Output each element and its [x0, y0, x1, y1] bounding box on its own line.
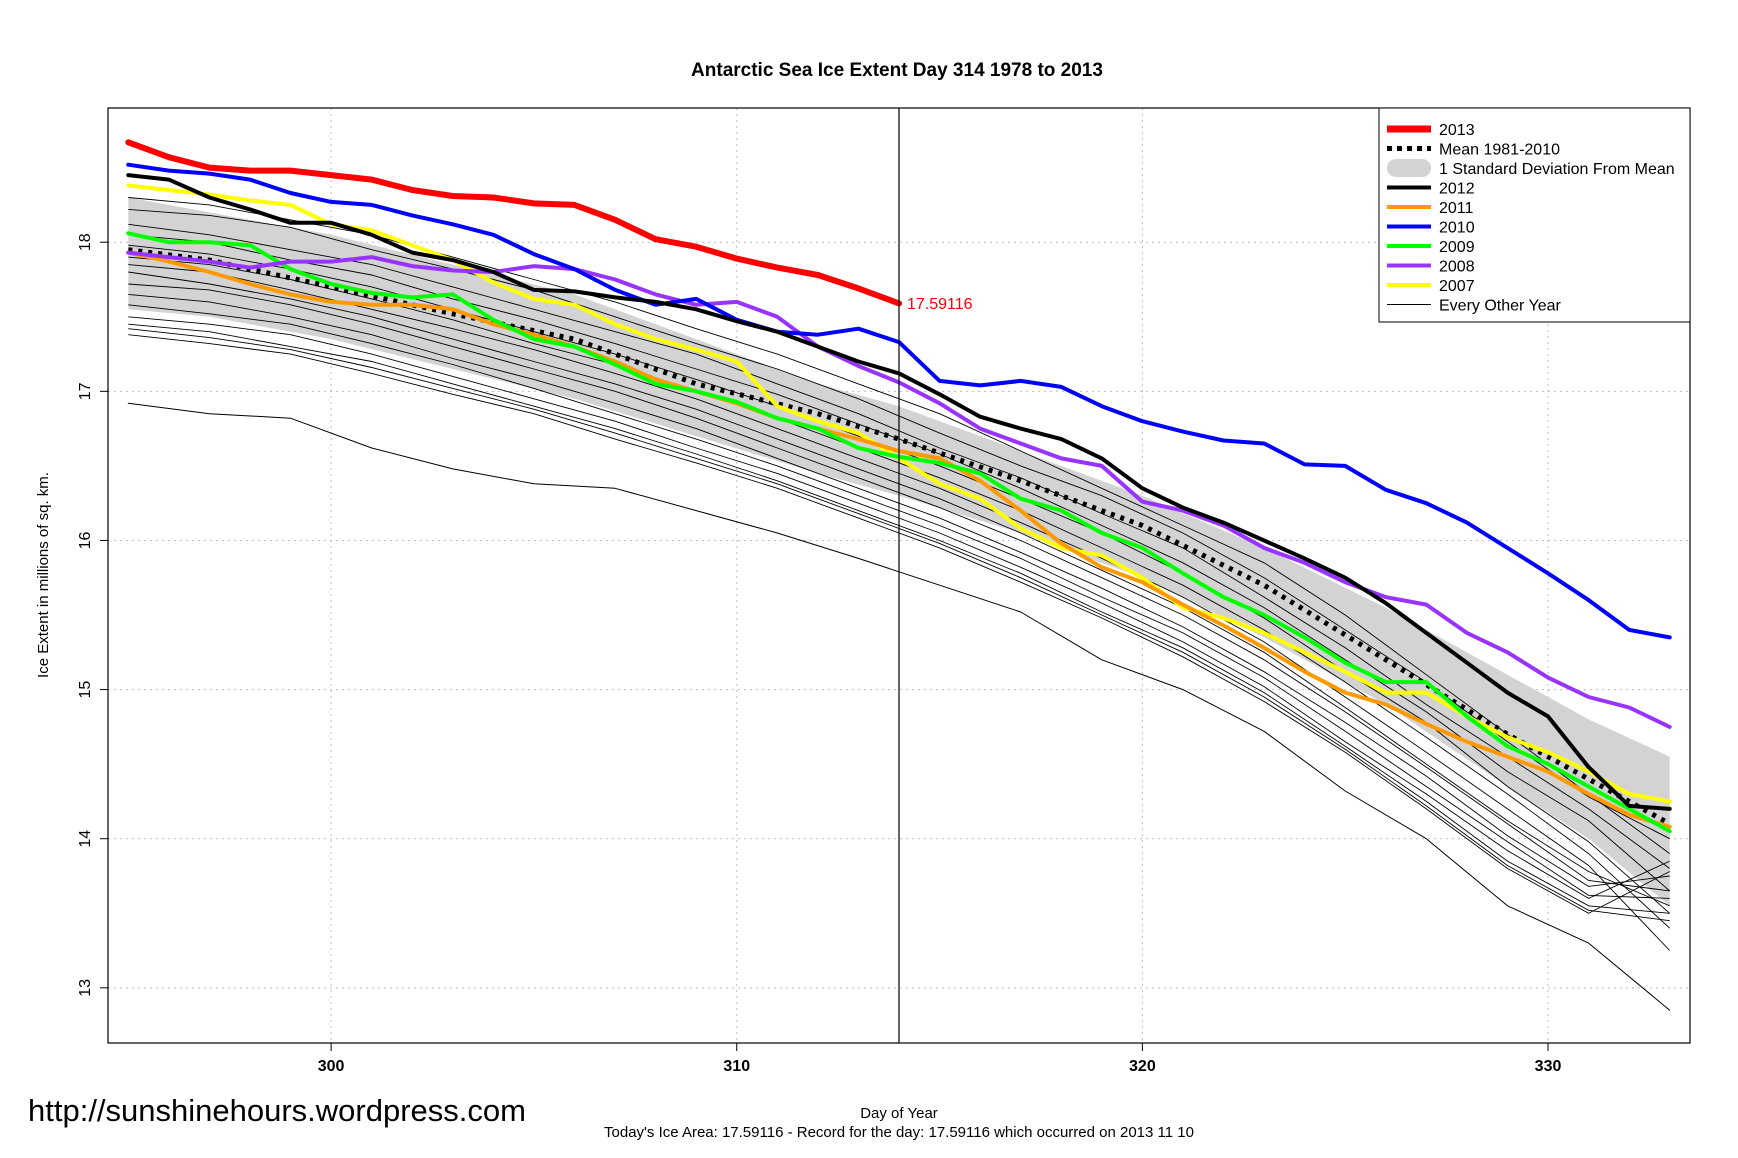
y-tick-label: 15	[77, 681, 94, 699]
legend-label: 2011	[1439, 200, 1474, 217]
x-axis-label: Day of Year	[860, 1105, 938, 1122]
footer-record-text: Today's Ice Area: 17.59116 - Record for …	[604, 1124, 1194, 1141]
x-tick-label: 320	[1129, 1058, 1156, 1075]
watermark-url: http://sunshinehours.wordpress.com	[28, 1093, 526, 1128]
legend-label: 2013	[1439, 122, 1475, 139]
plot-frame	[107, 107, 1691, 1044]
legend-label: 2010	[1439, 220, 1475, 237]
legend-label: 1 Standard Deviation From Mean	[1439, 161, 1675, 178]
y-tick-label: 14	[77, 830, 94, 848]
chart-title: Antarctic Sea Ice Extent Day 314 1978 to…	[691, 60, 1103, 81]
series-line-2013	[125, 139, 902, 307]
endpoint-value-label: 17.59116	[907, 296, 973, 313]
legend-label: 2008	[1439, 259, 1475, 276]
legend: 2013 Mean 1981-2010 1 Standard Deviation F…	[1378, 107, 1691, 323]
x-tick-label: 310	[723, 1058, 750, 1075]
y-axis-ticks: 13 14 15 16 17 18	[77, 233, 108, 997]
x-tick-label: 300	[318, 1058, 345, 1075]
y-tick-label: 13	[77, 979, 94, 997]
legend-label: 2007	[1439, 278, 1475, 295]
y-tick-label: 17	[77, 382, 94, 400]
legend-swatch	[1387, 159, 1431, 177]
legend-label: Mean 1981-2010	[1439, 142, 1560, 159]
y-tick-label: 18	[77, 233, 94, 251]
legend-label: Every Other Year	[1439, 298, 1562, 315]
y-axis-label: Ice Extent in millions of sq. km.	[35, 472, 52, 678]
legend-box	[1378, 107, 1691, 323]
x-axis-ticks: 300 310 320 330	[318, 1043, 1562, 1075]
x-tick-label: 330	[1535, 1058, 1562, 1075]
legend-label: 2009	[1439, 239, 1475, 256]
legend-label: 2012	[1439, 181, 1475, 198]
y-tick-label: 16	[77, 531, 94, 549]
